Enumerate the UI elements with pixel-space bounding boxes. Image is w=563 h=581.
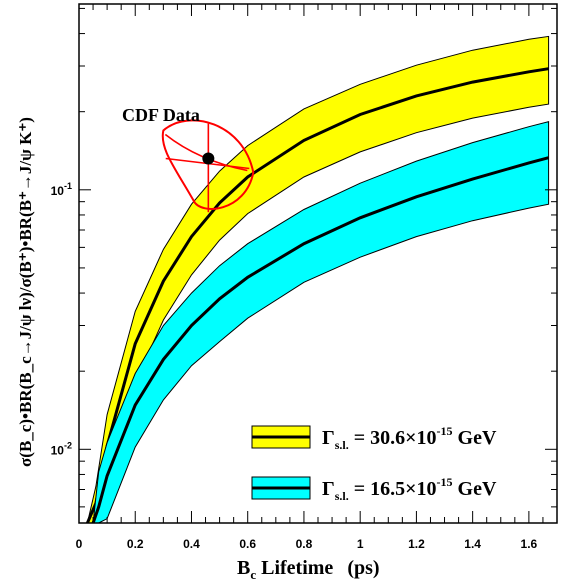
y-axis-title-group: σ(B_c)•BR(B_c→J/ψ lν)/σ(B⁺)•BR(B⁺→J/ψ K⁺… [16, 117, 35, 467]
x-tick-label: 0.4 [183, 537, 200, 551]
cdf-contour [161, 119, 255, 210]
x-axis-title-unit: (ps) [347, 557, 379, 579]
band-1-area [92, 121, 550, 523]
x-tick-label: 0.6 [239, 537, 256, 551]
x-tick-label: 0.8 [296, 537, 313, 551]
plot-area [86, 35, 550, 523]
plot-clipped-group [86, 35, 550, 523]
y-axis-title: σ(B_c)•BR(B_c→J/ψ lν)/σ(B⁺)•BR(B⁺→J/ψ K⁺… [16, 117, 35, 467]
band-1-central-line [91, 156, 549, 523]
x-tick-label: 1 [357, 537, 364, 551]
legend: Γs.l. = 30.6×10-15 GeV Γs.l. = 16.5×10-1… [251, 424, 497, 503]
x-axis-title-rest: Lifetime [256, 557, 333, 579]
band-0-central-line [86, 67, 549, 523]
axis-tick-labels: 0 0.2 0.4 0.6 0.8 1 1.2 1.4 1.6 10-2 10-1 [51, 181, 538, 551]
y-tick-label: 10-2 [51, 440, 72, 457]
x-tick-label: 1.6 [521, 537, 538, 551]
x-tick-label: 0.2 [127, 537, 144, 551]
x-axis-title: Bc Lifetime (ps) [237, 557, 380, 581]
x-tick-label: 0 [76, 537, 83, 551]
legend-label-cyan: Γs.l. = 16.5×10-15 GeV [322, 475, 497, 503]
x-tick-label: 1.2 [408, 537, 425, 551]
y-tick-label: 10-1 [51, 181, 72, 198]
x-axis-title-sub: c [250, 567, 256, 581]
x-axis-title-main: B [237, 557, 250, 579]
legend-label-yellow: Γs.l. = 30.6×10-15 GeV [322, 424, 497, 452]
x-tick-label: 1.4 [464, 537, 481, 551]
cdf-data-point [202, 152, 215, 165]
cdf-inner-arc [164, 133, 248, 172]
cdf-data-label: CDF Data [122, 105, 200, 125]
axis-ticks [78, 4, 558, 523]
